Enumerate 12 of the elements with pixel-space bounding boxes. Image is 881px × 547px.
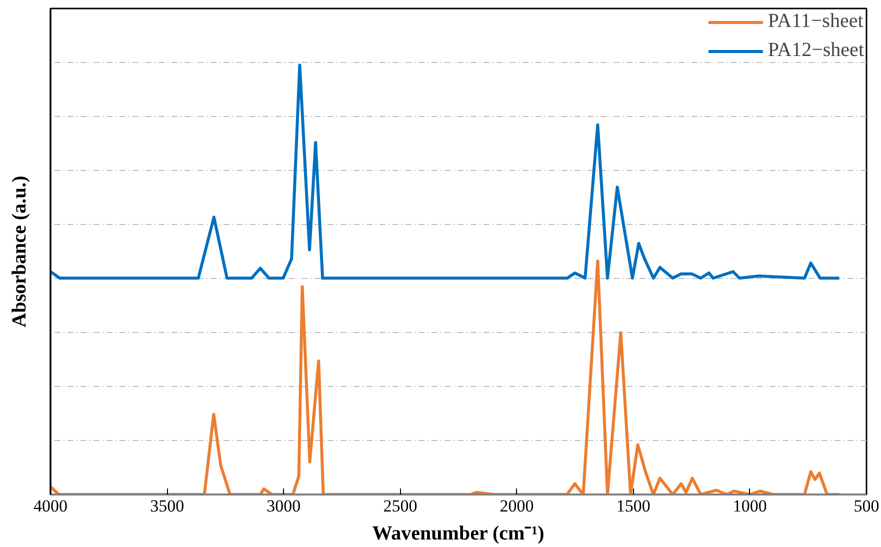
x-tick-label: 3000 — [266, 496, 301, 516]
y-axis-title: Absorbance (a.u.) — [8, 176, 30, 328]
x-tick-label: 3500 — [150, 496, 184, 516]
x-tick-label: 1500 — [616, 496, 650, 516]
x-tick-label: 2500 — [383, 496, 418, 516]
legend-label: PA12−sheet — [768, 39, 864, 62]
x-tick-label: 2000 — [500, 496, 534, 516]
x-tick-label: 500 — [854, 496, 880, 516]
x-tick-label: 4000 — [34, 496, 68, 516]
legend-label: PA11−sheet — [768, 10, 864, 33]
x-axis-title: Wavenumber (cm⁻¹) — [372, 522, 544, 544]
x-tick-label: 1000 — [732, 496, 767, 516]
